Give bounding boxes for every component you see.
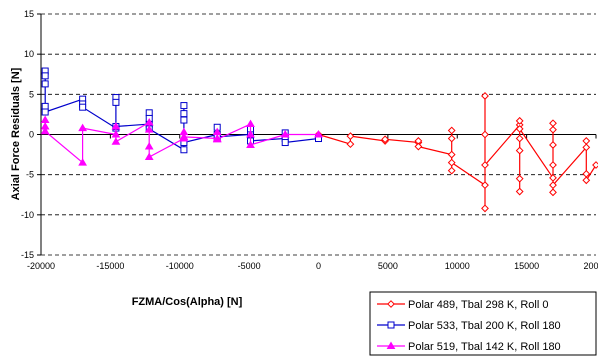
data-point (414, 142, 423, 151)
data-point (582, 176, 591, 185)
data-point (549, 161, 557, 169)
data-point (515, 116, 524, 125)
data-point (41, 80, 49, 88)
y-tick-label: -10 (21, 210, 34, 220)
y-tick-label: -15 (21, 250, 34, 260)
data-point (78, 158, 87, 166)
data-point (180, 110, 188, 118)
data-point (212, 127, 222, 136)
x-tick-label: -15000 (96, 261, 124, 271)
legend: Polar 489, Tbal 298 K, Roll 0 Polar 533, … (369, 291, 597, 356)
data-point (40, 115, 50, 124)
data-point (281, 139, 289, 147)
legend-swatch-marker (386, 341, 396, 349)
data-point (144, 142, 154, 150)
data-point (481, 92, 489, 100)
data-point (41, 108, 49, 116)
legend-label: Polar 489, Tbal 298 K, Roll 0 (408, 299, 548, 311)
data-point (246, 119, 255, 128)
x-tick-label: 5000 (378, 261, 398, 271)
data-point (41, 102, 49, 110)
y-tick-label: 0 (29, 130, 34, 140)
data-point (41, 72, 49, 80)
data-point (447, 150, 456, 159)
data-point (515, 174, 524, 183)
data-point (549, 173, 557, 182)
data-point (481, 161, 489, 169)
data-point (592, 161, 598, 169)
data-point (346, 132, 355, 141)
data-point (549, 188, 557, 197)
data-point (549, 125, 557, 134)
data-point (212, 134, 222, 143)
y-tick-label: 10 (24, 49, 34, 59)
x-tick-label: 10000 (445, 261, 470, 271)
data-point (280, 130, 290, 138)
x-tick-label: 15000 (514, 261, 539, 271)
legend-box (369, 291, 597, 356)
data-point (481, 204, 489, 213)
y-axis-title: Axial Force Residuals [N] (10, 67, 22, 200)
legend-swatch-marker (387, 300, 395, 308)
data-point (111, 121, 121, 130)
data-point (144, 117, 154, 126)
data-point (515, 134, 524, 143)
data-point (447, 126, 456, 135)
data-point (481, 181, 489, 190)
x-tick-label: -20000 (27, 261, 55, 271)
data-point (582, 137, 591, 145)
data-point (549, 141, 557, 149)
data-point (515, 146, 524, 155)
y-tick-label: 5 (29, 89, 34, 99)
data-point (447, 134, 456, 143)
data-point (112, 98, 120, 106)
data-point (179, 132, 189, 140)
data-point (145, 109, 153, 117)
data-point (78, 123, 87, 132)
y-tick-label: 15 (24, 9, 34, 19)
legend-label: Polar 533, Tbal 200 K, Roll 180 (408, 320, 561, 332)
data-point (180, 146, 188, 154)
data-point (314, 130, 323, 138)
data-point (144, 152, 154, 160)
series-layer (40, 67, 598, 213)
data-point (515, 187, 524, 196)
data-point (549, 181, 557, 190)
data-point (447, 158, 456, 167)
x-axis-title: FZMA/Cos(Alpha) [N] (132, 296, 243, 308)
data-point (40, 126, 50, 135)
data-point (111, 130, 121, 138)
data-point (515, 124, 524, 133)
data-point (79, 103, 87, 111)
data-point (144, 125, 154, 133)
data-point (582, 143, 591, 152)
series-group (40, 115, 323, 166)
x-tick-label: 0 (316, 261, 321, 271)
x-tick-label: -10000 (166, 261, 194, 271)
data-point (246, 130, 255, 138)
legend-label: Polar 519, Tbal 142 K, Roll 180 (408, 341, 561, 353)
grid-lines (41, 13, 596, 256)
series-group (314, 92, 598, 213)
data-point (447, 166, 456, 175)
data-point (180, 116, 188, 124)
data-point (180, 102, 188, 110)
y-tick-label: -5 (26, 170, 34, 180)
x-tick-label: 20000 (583, 261, 598, 271)
data-point (481, 130, 489, 139)
data-point (346, 140, 355, 149)
data-point (111, 137, 121, 145)
x-tick-label: -5000 (238, 261, 261, 271)
legend-swatch-marker (387, 321, 395, 329)
data-point (246, 140, 255, 148)
data-point (381, 135, 390, 144)
